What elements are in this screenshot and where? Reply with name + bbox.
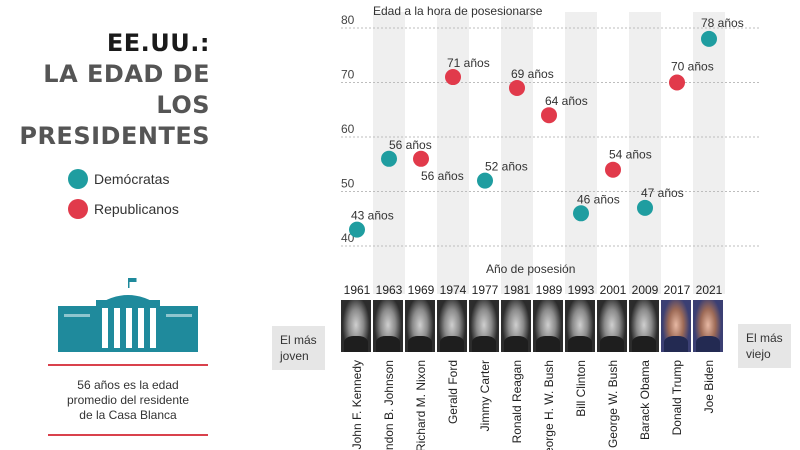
x-tick-label: 1969 [408, 283, 435, 297]
portrait-clinton [565, 300, 597, 352]
data-label: 54 años [609, 148, 652, 162]
column-band [501, 12, 533, 294]
column-band [565, 12, 597, 294]
data-point [381, 150, 397, 167]
legend-label-democrats: Demócratas [94, 171, 170, 187]
data-point [605, 161, 621, 178]
president-name-label: John F. Kennedy [350, 360, 364, 449]
democrat-dot-icon [68, 169, 88, 189]
x-axis-label: Año de posesión [486, 262, 575, 276]
president-name-label: George H. W. Bush [542, 360, 556, 450]
data-label: 43 años [351, 209, 394, 223]
page-title: EE.UU.: LA EDAD DE LOS PRESIDENTES [0, 28, 210, 152]
youngest-tag-line-1: El más [280, 333, 317, 347]
data-point [701, 30, 717, 47]
portrait-carter [469, 300, 501, 352]
title-line-3: PRESIDENTES [19, 122, 210, 150]
data-point [445, 69, 461, 86]
data-point [637, 199, 653, 216]
portrait-nixon [405, 300, 437, 352]
president-name-label: Jimmy Carter [478, 360, 492, 431]
president-name-label: Bill Clinton [574, 360, 588, 417]
oldest-tag-line-1: El más [746, 331, 783, 345]
x-tick-label: 2001 [600, 283, 627, 297]
president-name-label: Gerald Ford [446, 360, 460, 424]
title-line-1: EE.UU.: [106, 29, 210, 57]
president-name-label: Barack Obama [638, 360, 652, 440]
x-tick-label: 1974 [440, 283, 467, 297]
data-label: 56 años [421, 169, 464, 183]
y-tick-label: 80 [341, 13, 355, 27]
y-tick-label: 60 [341, 122, 355, 136]
data-label: 46 años [577, 192, 620, 206]
data-point [541, 107, 557, 124]
title-line-2: LA EDAD DE LOS [43, 60, 210, 119]
portrait-bush-jr [597, 300, 629, 352]
portrait-bush-sr [533, 300, 565, 352]
data-label: 64 años [545, 94, 588, 108]
x-tick-label: 2009 [632, 283, 659, 297]
youngest-tag: El más joven [272, 326, 325, 370]
y-axis-label: Edad a la hora de posesionarse [373, 4, 543, 18]
column-band [629, 12, 661, 294]
data-label: 69 años [511, 67, 554, 81]
y-tick-label: 70 [341, 68, 355, 82]
president-name-label: Ronald Reagan [510, 360, 524, 443]
data-label: 47 años [641, 186, 684, 200]
data-point [669, 74, 685, 91]
portrait-reagan [501, 300, 533, 352]
x-tick-label: 1961 [344, 283, 371, 297]
white-house-icon [58, 278, 198, 352]
legend-item-democrats: Demócratas [68, 164, 179, 194]
oldest-tag-line-2: viejo [746, 347, 771, 361]
x-tick-label: 2021 [696, 283, 723, 297]
portrait-trump [661, 300, 693, 352]
column-band [693, 12, 725, 294]
x-tick-label: 1981 [504, 283, 531, 297]
president-name-label: Richard M. Nixon [414, 360, 428, 450]
data-label: 70 años [671, 60, 714, 74]
average-age-note-text: 56 años es la edad promedio del resident… [66, 377, 190, 422]
y-tick-label: 50 [341, 177, 355, 191]
portrait-ford [437, 300, 469, 352]
data-point [573, 205, 589, 222]
president-name-label: Donald Trump [670, 360, 684, 436]
president-name-label: George W. Bush [606, 360, 620, 448]
x-tick-label: 1977 [472, 283, 499, 297]
data-point [477, 172, 493, 189]
column-band [437, 12, 469, 294]
youngest-tag-line-2: joven [280, 349, 309, 363]
legend-item-republicans: Republicanos [68, 194, 179, 224]
data-label: 56 años [389, 138, 432, 152]
portrait-johnson [373, 300, 405, 352]
data-point [349, 221, 365, 238]
x-tick-label: 1963 [376, 283, 403, 297]
legend: Demócratas Republicanos [68, 164, 179, 224]
portrait-biden [693, 300, 725, 352]
oldest-tag: El más viejo [738, 324, 791, 368]
average-age-note: 56 años es la edad promedio del resident… [48, 364, 208, 436]
x-tick-label: 2017 [664, 283, 691, 297]
president-name-label: Joe Biden [702, 360, 716, 413]
x-tick-label: 1989 [536, 283, 563, 297]
data-label: 78 años [701, 16, 744, 30]
data-label: 52 años [485, 160, 528, 174]
portrait-strip [341, 300, 725, 352]
portrait-obama [629, 300, 661, 352]
data-point [509, 79, 525, 96]
portrait-kennedy [341, 300, 373, 352]
data-point [413, 150, 429, 167]
republican-dot-icon [68, 199, 88, 219]
president-name-label: Lyndon B. Johnson [382, 360, 396, 450]
x-tick-label: 1993 [568, 283, 595, 297]
legend-label-republicans: Republicanos [94, 201, 179, 217]
data-label: 71 años [447, 56, 490, 70]
